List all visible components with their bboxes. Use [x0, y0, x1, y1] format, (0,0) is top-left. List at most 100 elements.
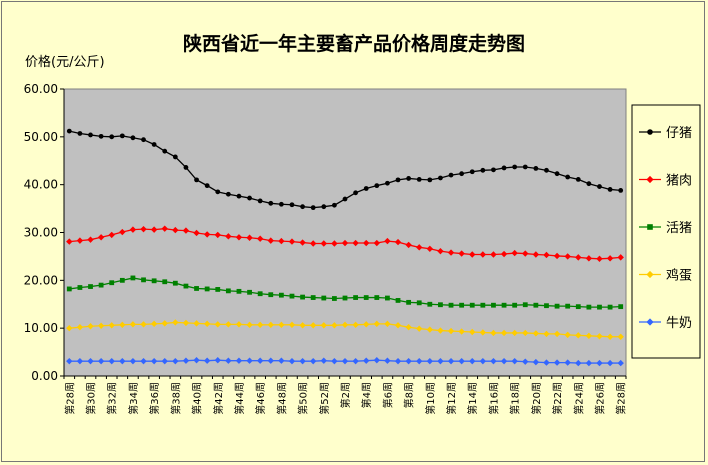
marker-point-2-37 [459, 302, 465, 308]
marker-point-1-22 [299, 239, 306, 246]
marker-point-0-46 [554, 171, 560, 177]
marker-point-3-25 [331, 322, 338, 329]
marker-point-1-20 [278, 237, 285, 245]
marker-point-1-39 [479, 251, 487, 258]
marker-point-3-4 [108, 322, 115, 329]
y-tick-label: 20.00 [24, 273, 58, 287]
marker-point-4-52 [617, 359, 624, 367]
marker-point-2-21 [289, 293, 295, 299]
marker-point-4-50 [596, 359, 603, 367]
marker-point-0-30 [385, 180, 390, 186]
marker-point-3-48 [575, 332, 582, 339]
marker-point-0-33 [416, 177, 422, 182]
marker-point-1-12 [193, 229, 200, 237]
marker-point-0-15 [225, 191, 231, 197]
marker-point-0-9 [162, 148, 168, 154]
marker-point-4-39 [479, 357, 487, 365]
marker-point-2-34 [427, 301, 433, 307]
series-3 [66, 319, 624, 340]
marker-point-0-29 [374, 183, 380, 189]
x-tick-label: 第2周 [339, 382, 352, 408]
marker-point-3-47 [564, 331, 571, 339]
marker-legend-3 [646, 270, 654, 279]
marker-point-4-41 [500, 357, 508, 365]
marker-point-4-7 [140, 357, 147, 365]
marker-point-1-33 [416, 244, 423, 251]
marker-point-1-8 [150, 226, 158, 233]
marker-point-3-44 [532, 330, 540, 337]
marker-point-3-16 [235, 321, 243, 328]
marker-point-2-12 [194, 286, 199, 291]
x-tick-label: 第32周 [106, 382, 119, 415]
marker-point-4-26 [341, 357, 349, 365]
marker-point-1-31 [394, 238, 402, 246]
x-tick-label: 第8周 [403, 382, 416, 408]
legend-item-1: 猪肉 [639, 174, 692, 189]
marker-point-0-24 [321, 204, 327, 210]
marker-point-1-9 [161, 225, 168, 232]
marker-point-4-16 [235, 357, 243, 364]
x-tick-label: 第52周 [318, 382, 331, 415]
marker-point-1-19 [267, 237, 274, 244]
marker-point-3-35 [437, 327, 444, 334]
marker-point-1-40 [490, 251, 497, 258]
chart-title: 陕西省近一年主要畜产品价格周度走势图 [183, 32, 525, 55]
marker-point-3-14 [214, 321, 221, 328]
marker-point-0-22 [300, 204, 305, 210]
marker-point-1-15 [225, 233, 232, 240]
marker-point-3-49 [585, 332, 593, 340]
marker-point-0-27 [353, 190, 359, 196]
marker-point-3-39 [479, 329, 487, 336]
marker-point-3-28 [363, 321, 370, 328]
marker-point-3-34 [426, 326, 434, 333]
marker-point-0-43 [522, 164, 528, 170]
marker-point-2-17 [247, 289, 252, 295]
marker-point-0-5 [119, 133, 125, 139]
legend-label-2: 活猪 [666, 221, 692, 236]
marker-point-2-29 [374, 295, 380, 300]
y-tick-label: 40.00 [24, 178, 58, 192]
marker-point-2-27 [353, 295, 359, 300]
marker-point-4-37 [458, 357, 465, 365]
x-tick-label: 第24周 [572, 382, 585, 415]
marker-point-2-41 [501, 302, 507, 308]
marker-point-2-23 [310, 295, 316, 300]
marker-point-0-44 [533, 166, 539, 171]
marker-point-4-4 [108, 357, 115, 365]
marker-point-1-48 [575, 254, 582, 261]
marker-point-1-44 [532, 251, 540, 258]
marker-point-0-16 [236, 193, 242, 199]
legend-label-3: 鸡蛋 [666, 268, 692, 284]
marker-point-0-38 [469, 169, 475, 175]
marker-point-2-52 [618, 304, 624, 310]
marker-point-1-23 [309, 240, 317, 247]
marker-point-3-52 [617, 333, 624, 340]
marker-point-3-31 [394, 322, 402, 329]
marker-point-3-9 [161, 320, 168, 327]
marker-point-2-39 [480, 302, 486, 308]
y-tick-label: 60.00 [24, 82, 58, 96]
marker-point-1-13 [203, 231, 211, 238]
marker-point-3-46 [553, 330, 561, 338]
marker-point-4-48 [575, 359, 582, 367]
marker-point-0-41 [501, 165, 507, 171]
marker-point-4-15 [225, 357, 232, 364]
marker-point-2-45 [544, 303, 549, 309]
marker-point-3-8 [150, 320, 158, 328]
marker-point-2-14 [215, 287, 221, 292]
marker-point-1-37 [458, 250, 465, 257]
marker-legend-1 [646, 175, 654, 184]
marker-point-2-9 [162, 279, 168, 285]
marker-point-4-24 [320, 357, 327, 364]
marker-point-0-26 [342, 196, 348, 202]
marker-point-4-28 [363, 357, 370, 364]
marker-point-2-30 [385, 295, 390, 301]
marker-point-1-49 [585, 255, 593, 262]
legend-box [631, 104, 701, 359]
marker-point-3-43 [522, 329, 529, 337]
x-tick-label: 第26周 [593, 382, 606, 415]
legend-item-0: 仔猪 [639, 126, 692, 141]
marker-point-3-26 [341, 321, 349, 329]
marker-point-4-23 [309, 357, 317, 365]
marker-point-2-3 [98, 282, 104, 288]
